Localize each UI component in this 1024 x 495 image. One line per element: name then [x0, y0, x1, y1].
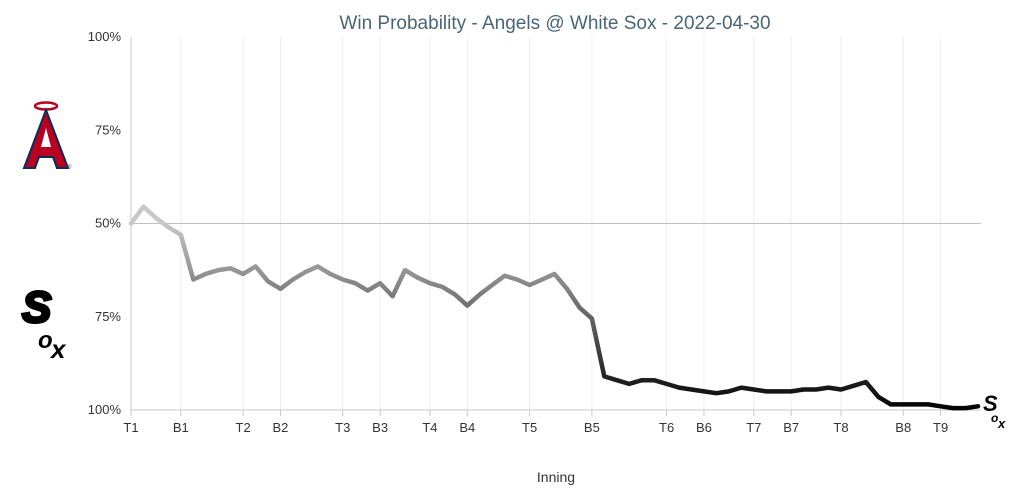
svg-text:®: ® — [67, 164, 72, 171]
svg-text:o: o — [38, 327, 53, 354]
angels-logo: ® — [22, 101, 72, 171]
win-probability-line — [128, 204, 981, 411]
horizontal-gridlines — [131, 223, 981, 224]
x-tick-label: T9 — [933, 420, 948, 435]
x-tick-label: B3 — [372, 420, 388, 435]
chart-title: Win Probability - Angels @ White Sox - 2… — [339, 13, 770, 34]
y-tick-label: 75% — [95, 122, 121, 137]
x-tick-label: T5 — [522, 420, 537, 435]
series-group — [128, 204, 981, 411]
x-tick-label: B2 — [273, 420, 289, 435]
x-tick-label: T4 — [422, 420, 437, 435]
x-tick-label: T6 — [659, 420, 674, 435]
x-tick-label: T7 — [746, 420, 761, 435]
x-tick-label: T8 — [833, 420, 848, 435]
white-sox-logo: S S o x — [21, 282, 68, 365]
x-tick-label: T1 — [123, 420, 138, 435]
y-tick-labels: 100% 75% 50% 75% 100% — [88, 29, 122, 417]
svg-text:S: S — [22, 283, 51, 332]
x-tick-label: T3 — [335, 420, 350, 435]
x-tick-labels: T1 B1 T2 B2 T3 B3 T4 B4 T5 B5 T6 B6 T7 B7 T8 B8 T9 — [123, 410, 948, 435]
x-axis-label: Inning — [537, 469, 575, 485]
svg-text:S: S — [983, 391, 998, 416]
svg-text:x: x — [49, 334, 67, 364]
y-tick-label: 100% — [88, 29, 122, 44]
white-sox-logo-end: S o x — [983, 391, 1006, 431]
x-tick-label: T2 — [236, 420, 251, 435]
x-tick-label: B7 — [783, 420, 799, 435]
svg-text:S: S — [22, 283, 51, 332]
y-tick-label: 100% — [88, 402, 122, 417]
x-tick-label: B4 — [459, 420, 475, 435]
x-tick-label: B6 — [696, 420, 712, 435]
y-tick-label: 75% — [95, 309, 121, 324]
x-tick-label: B1 — [173, 420, 189, 435]
svg-text:x: x — [997, 416, 1006, 431]
x-tick-label: B5 — [584, 420, 600, 435]
svg-text:o: o — [991, 411, 998, 425]
y-tick-label: 50% — [95, 216, 121, 231]
x-tick-label: B8 — [895, 420, 911, 435]
